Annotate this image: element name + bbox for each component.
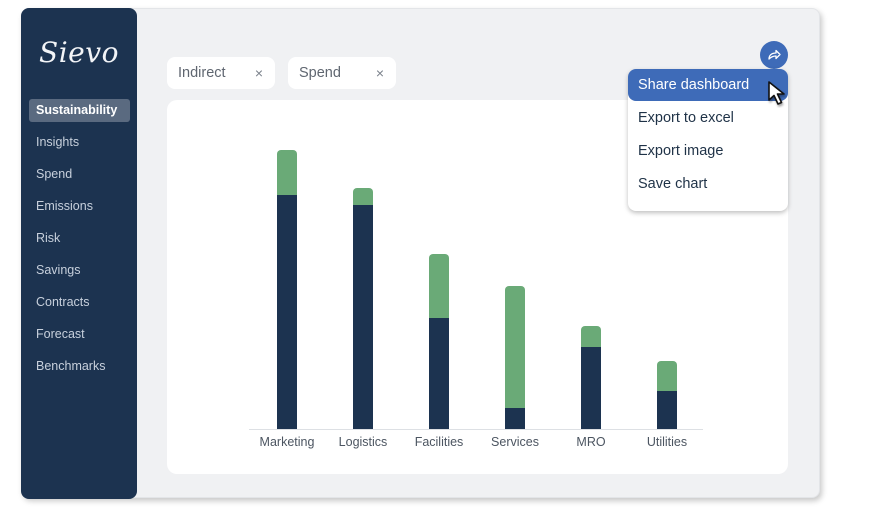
close-icon[interactable]: × (254, 65, 263, 81)
bar-segment-top (657, 361, 677, 393)
bar-segment-base (277, 195, 297, 429)
sidebar-item-emissions[interactable]: Emissions (36, 199, 93, 213)
bar-segment-top (429, 254, 449, 320)
x-axis-label: Utilities (646, 435, 688, 449)
bar-segment-base (429, 318, 449, 429)
x-axis-line (249, 429, 703, 430)
bar-segment-top (581, 326, 601, 349)
sidebar-item-savings[interactable]: Savings (36, 263, 81, 277)
sidebar-item-forecast[interactable]: Forecast (36, 327, 85, 341)
share-dropdown-menu: Share dashboard Export to excel Export i… (628, 69, 788, 211)
chart-bar-utilities[interactable] (657, 361, 677, 429)
bar-segment-base (657, 391, 677, 429)
sidebar-item-sustainability[interactable]: Sustainability (29, 99, 130, 122)
mouse-cursor-icon (768, 81, 785, 105)
x-axis-label: Services (491, 435, 539, 449)
logo: Sievo (39, 36, 119, 69)
sidebar-item-benchmarks[interactable]: Benchmarks (36, 359, 106, 373)
menu-item-export-image[interactable]: Export image (638, 143, 724, 159)
sidebar: Sievo Sustainability Insights Spend Emis… (21, 8, 137, 499)
filter-chip-label: Indirect (178, 65, 226, 81)
x-axis-label: Marketing (259, 435, 315, 449)
bar-segment-top (277, 150, 297, 197)
bar-segment-base (581, 347, 601, 429)
chart-bar-mro[interactable] (581, 326, 601, 429)
filter-chip-indirect[interactable]: Indirect × (167, 57, 275, 89)
x-axis-label: MRO (576, 435, 606, 449)
share-arrow-icon (768, 49, 781, 60)
bar-segment-top (505, 286, 525, 410)
chart-bar-services[interactable] (505, 286, 525, 429)
share-button[interactable] (760, 41, 788, 69)
sidebar-item-contracts[interactable]: Contracts (36, 295, 90, 309)
menu-item-export-excel[interactable]: Export to excel (638, 110, 734, 126)
sidebar-item-risk[interactable]: Risk (36, 231, 61, 245)
filter-chip-label: Spend (299, 65, 341, 81)
chart-bar-facilities[interactable] (429, 254, 449, 429)
chart-bar-marketing[interactable] (277, 150, 297, 429)
menu-item-share-dashboard[interactable]: Share dashboard (628, 69, 788, 101)
sidebar-item-spend[interactable]: Spend (36, 167, 73, 181)
bar-segment-top (353, 188, 373, 207)
x-axis-label: Facilities (414, 435, 464, 449)
chart-bar-logistics[interactable] (353, 188, 373, 429)
bar-segment-base (353, 205, 373, 429)
sidebar-item-insights[interactable]: Insights (36, 135, 80, 149)
close-icon[interactable]: × (375, 65, 384, 81)
filter-chip-spend[interactable]: Spend × (288, 57, 396, 89)
bar-segment-base (505, 408, 525, 429)
menu-item-save-chart[interactable]: Save chart (638, 176, 708, 192)
x-axis-label: Logistics (338, 435, 388, 449)
